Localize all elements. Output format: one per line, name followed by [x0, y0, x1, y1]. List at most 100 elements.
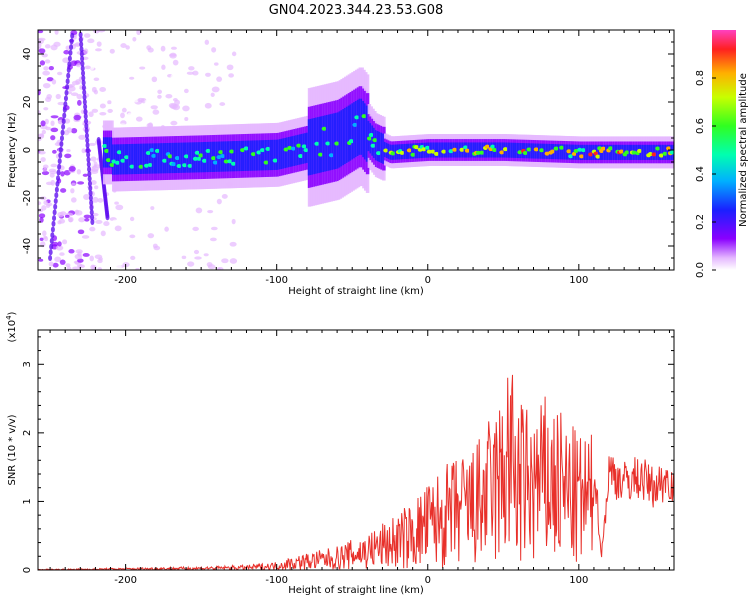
- heatmap-cell: [133, 143, 138, 175]
- heatmap-cell: [311, 118, 315, 175]
- snr-y-axis-label: SNR (10 * v/v): [7, 414, 18, 485]
- heatmap-cell: [376, 130, 381, 162]
- heatmap-cell: [42, 82, 51, 89]
- heatmap-cell: [532, 143, 537, 159]
- heatmap-cell: [183, 88, 189, 94]
- heatmap-cell: [38, 30, 44, 34]
- heatmap-cell: [43, 107, 49, 111]
- heatmap-cell: [57, 163, 62, 170]
- heatmap-cell: [119, 144, 123, 175]
- heatmap-cell: [484, 144, 490, 149]
- heatmap-cell: [68, 166, 76, 172]
- heatmap-cell: [472, 142, 477, 158]
- heatmap-cell: [577, 147, 583, 152]
- heatmap-cell: [661, 144, 665, 160]
- heatmap-cell: [57, 241, 62, 247]
- colorbar-ticks: 0.0 0.2 0.4 0.6 0.8: [695, 70, 716, 278]
- snr-frame: [37, 329, 675, 571]
- heatmap-cell: [526, 147, 532, 152]
- heatmap-cell: [243, 146, 249, 151]
- heatmap-cell: [141, 143, 145, 174]
- heatmap-cell: [42, 167, 48, 172]
- heatmap-cell: [654, 144, 658, 160]
- heatmap-cell: [43, 200, 48, 205]
- heatmap-cell: [370, 143, 376, 148]
- heatmap-cell: [41, 129, 47, 135]
- x-tick-label: -200: [114, 575, 137, 586]
- heatmap-cell: [246, 140, 250, 171]
- heatmap-cell: [78, 134, 86, 140]
- heatmap-cell: [349, 104, 354, 161]
- heatmap-cell: [610, 144, 615, 160]
- heatmap-cell: [203, 253, 209, 257]
- heatmap-cell: [60, 129, 65, 136]
- heatmap-cell: [66, 266, 72, 270]
- heatmap-cell: [146, 143, 150, 174]
- heatmap-cell: [68, 249, 75, 254]
- heatmap-cell: [107, 108, 113, 113]
- heatmap-cell: [436, 142, 441, 158]
- heatmap-cell: [580, 148, 586, 153]
- heatmap-cell: [76, 63, 82, 68]
- heatmap-cell: [115, 264, 122, 270]
- heatmap-cell: [659, 144, 663, 160]
- heatmap-cell: [194, 244, 202, 250]
- heatmap-cell: [130, 255, 136, 261]
- colorbar-tick-label: 0.6: [695, 118, 706, 134]
- heatmap-cell: [59, 135, 64, 142]
- heatmap-cell: [100, 230, 106, 237]
- heatmap-cell: [148, 143, 152, 174]
- heatmap-cell: [42, 230, 47, 237]
- heatmap-cell: [111, 111, 119, 117]
- heatmap-cell: [83, 33, 91, 38]
- heatmap-cell: [136, 30, 141, 36]
- heatmap-cell: [608, 146, 614, 151]
- heatmap-cell: [264, 140, 268, 171]
- heatmap-cell: [154, 148, 160, 153]
- heatmap-cell: [309, 118, 314, 176]
- heatmap-cell: [211, 156, 217, 161]
- heatmap-cell: [172, 59, 179, 66]
- y-tick-label: 0: [22, 147, 33, 153]
- heatmap-cell: [99, 87, 107, 92]
- heatmap-cell: [348, 139, 354, 144]
- heatmap-cell: [42, 70, 50, 76]
- heatmap-cell: [593, 151, 599, 156]
- heatmap-cell: [499, 150, 505, 155]
- heatmap-cell: [73, 114, 82, 121]
- heatmap-cell: [50, 127, 59, 133]
- heatmap-cell: [581, 144, 586, 160]
- heatmap-cell: [71, 127, 78, 134]
- heatmap-cell: [166, 143, 170, 174]
- heatmap-cell: [88, 185, 93, 192]
- heatmap-cell: [250, 152, 256, 157]
- heatmap-cell: [54, 30, 59, 35]
- heatmap-cell: [50, 135, 56, 141]
- heatmap-cell: [579, 154, 585, 159]
- snr-y-ticks: 0 1 2 3: [22, 336, 674, 573]
- heatmap-cell: [258, 140, 263, 171]
- heatmap-cell: [131, 143, 136, 175]
- heatmap-cell: [71, 80, 80, 86]
- heatmap-cell: [116, 150, 122, 155]
- heatmap-cell: [434, 142, 439, 158]
- snr-multiplier-exponent: 4: [5, 315, 13, 320]
- heatmap-cell: [249, 140, 254, 171]
- heatmap-cell: [287, 137, 292, 168]
- heatmap-cell: [480, 142, 484, 158]
- heatmap-cell: [109, 48, 115, 54]
- heatmap-cell: [89, 226, 96, 232]
- heatmap-cell: [182, 163, 188, 168]
- heatmap-cell: [69, 44, 74, 51]
- heatmap-cell: [54, 256, 62, 263]
- heatmap-cell: [124, 144, 129, 175]
- heatmap-cell: [456, 142, 460, 158]
- heatmap-cell: [510, 142, 515, 158]
- heatmap-cell: [238, 140, 243, 172]
- snr-panel: -200 -100 0 100 0 1 2 3 Height of straight lin…: [5, 311, 675, 596]
- heatmap-cell: [137, 143, 141, 175]
- heatmap-cell: [97, 30, 106, 33]
- heatmap-cell: [59, 252, 65, 256]
- heatmap-cell: [61, 118, 66, 125]
- heatmap-cell: [470, 142, 475, 158]
